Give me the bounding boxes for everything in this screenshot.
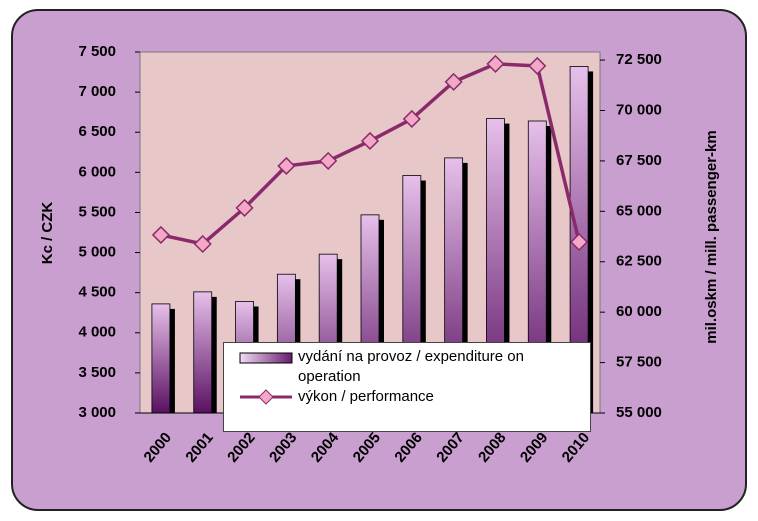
y-tick-label: 7 000 — [78, 83, 116, 100]
bar — [151, 303, 171, 414]
line-marker — [277, 156, 296, 176]
line-marker — [235, 198, 254, 217]
y2-tick-label: 67 500 — [616, 152, 662, 169]
legend: vydání na provoz / expenditure on operat… — [223, 342, 591, 432]
line-marker — [319, 151, 338, 170]
y2-tick-label: 57 500 — [616, 354, 662, 371]
y-axis-title: Kc / CZK — [39, 202, 56, 265]
legend-swatch — [240, 389, 292, 405]
line-marker — [570, 232, 589, 252]
y-tick-label: 5 500 — [78, 203, 116, 220]
y-tick-label: 6 500 — [78, 123, 116, 140]
legend-item: výkon / performance — [224, 387, 590, 407]
y-tick-label: 7 500 — [78, 43, 116, 60]
y-tick-label: 4 000 — [78, 324, 116, 341]
y2-tick-label: 70 000 — [616, 101, 662, 118]
line-marker — [486, 54, 505, 73]
legend-item: vydání na provoz / expenditure on operat… — [224, 347, 590, 387]
line-marker — [360, 131, 380, 150]
line-marker — [193, 234, 212, 254]
y2-tick-label: 72 500 — [616, 51, 662, 68]
line-marker — [402, 109, 421, 129]
y2-tick-label: 55 000 — [616, 404, 662, 421]
y2-tick-label: 62 500 — [616, 253, 662, 270]
legend-swatch — [239, 352, 293, 364]
y-tick-label: 6 000 — [78, 163, 116, 180]
legend-label: výkon / performance — [298, 388, 434, 405]
bar — [193, 291, 213, 414]
line-marker — [151, 225, 170, 244]
y-tick-label: 3 500 — [78, 364, 116, 381]
y2-axis-title: mil.oskm / mill. passenger-km — [703, 130, 720, 343]
line-marker — [444, 72, 463, 91]
y-tick-label: 5 000 — [78, 244, 116, 261]
y-tick-label: 4 500 — [78, 284, 116, 301]
line-marker — [528, 56, 547, 75]
legend-label: vydání na provoz / expenditure on operat… — [298, 348, 524, 385]
y2-tick-label: 60 000 — [616, 303, 662, 320]
y-tick-label: 3 000 — [78, 404, 116, 421]
y2-tick-label: 65 000 — [616, 202, 662, 219]
